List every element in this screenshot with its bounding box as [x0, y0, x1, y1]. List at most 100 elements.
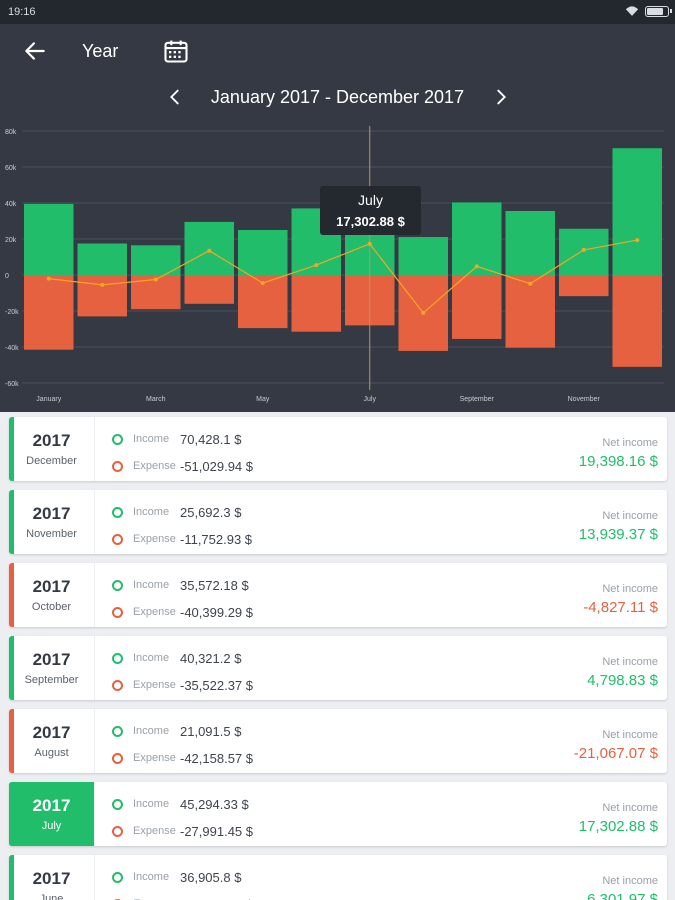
expense-label: Expense	[133, 533, 176, 545]
net-income-point	[314, 263, 319, 268]
expense-line: Expense -27,991.45 $	[112, 823, 253, 839]
row-month: November	[26, 528, 77, 540]
list-item[interactable]: 2017 August Income 21,091.5 $ Expense -42,158…	[9, 709, 667, 773]
expense-line: Expense -42,158.57 $	[112, 750, 253, 766]
expense-bar	[77, 275, 127, 317]
date-range-selector: January 2017 - December 2017	[0, 84, 675, 110]
net-income: Net income 19,398.16 $	[579, 437, 658, 470]
income-value: 21,091.5 $	[180, 723, 242, 739]
net-income-label: Net income	[602, 510, 658, 522]
expense-bar	[24, 275, 74, 350]
expense-value: -40,399.29 $	[180, 604, 254, 620]
list-item[interactable]: 2017 June Income 36,905.8 $ Expense-30,603.0…	[9, 855, 667, 900]
expense-ring-icon	[112, 679, 123, 691]
income-value: 36,905.8 $	[180, 869, 242, 885]
list-item[interactable]: 2017 December Income 70,428.1 $ Expense -51,0…	[9, 417, 667, 481]
net-income-point	[421, 310, 426, 315]
income-label: Income	[133, 798, 170, 810]
expense-line: Expense -35,522.37 $	[112, 677, 253, 693]
net-income: Net income 6,301.97 $	[587, 875, 658, 900]
expense-line: Expense -40,399.29 $	[112, 604, 253, 620]
income-bar	[505, 210, 555, 275]
date-box: 2017 August	[9, 709, 95, 773]
net-income-point	[635, 238, 640, 243]
y-tick-label: 40k	[5, 201, 17, 208]
income-value: 40,321.2 $	[180, 650, 242, 666]
list-item[interactable]: 2017 October Income 35,572.18 $ Expense -40,3…	[9, 563, 667, 627]
list-item[interactable]: 2017 September Income 40,321.2 $ Expense -35,…	[9, 636, 667, 700]
net-income-value: 13,939.37 $	[578, 526, 658, 543]
expense-line: Expense-30,603.03 $	[112, 896, 253, 900]
income-line: Income 40,321.2 $	[112, 650, 241, 666]
row-year: 2017	[32, 723, 71, 742]
expense-value: -27,991.45 $	[180, 823, 254, 839]
net-income-value: 4,798.83 $	[587, 672, 658, 689]
status-bar-indicator	[9, 490, 14, 554]
expense-bar	[291, 275, 341, 332]
chevron-right-icon[interactable]	[490, 86, 512, 108]
x-tick-label: November	[568, 396, 601, 403]
net-income-point	[207, 248, 212, 253]
expense-label: Expense	[133, 460, 176, 472]
net-income-line	[48, 239, 638, 314]
x-tick-label: July	[364, 396, 377, 403]
row-month: July	[41, 820, 62, 832]
net-income: Net income 4,798.83 $	[587, 656, 658, 689]
income-ring-icon	[112, 506, 123, 518]
row-month: September	[24, 674, 79, 686]
date-box: 2017 November	[9, 490, 95, 554]
net-income-label: Net income	[602, 583, 658, 595]
chevron-left-icon[interactable]	[164, 86, 186, 108]
net-income-label: Net income	[602, 437, 658, 449]
list-item[interactable]: 2017 November Income 25,692.3 $ Expense -11,7…	[9, 490, 667, 554]
net-income-label: Net income	[602, 802, 658, 814]
back-arrow-icon[interactable]	[22, 38, 48, 64]
income-line: Income 35,572.18 $	[112, 577, 249, 593]
y-tick-label: -60k	[5, 381, 19, 388]
income-ring-icon	[112, 725, 123, 737]
expense-value: -35,522.37 $	[180, 677, 254, 693]
income-value: 70,428.1 $	[180, 431, 242, 447]
tooltip-month: July	[358, 192, 383, 208]
expense-value: -11,752.93 $	[180, 531, 253, 547]
row-month: December	[26, 455, 77, 467]
monthly-list: 2017 December Income 70,428.1 $ Expense -51,0…	[0, 412, 675, 900]
row-year: 2017	[32, 577, 71, 596]
net-income-label: Net income	[602, 875, 658, 887]
expense-label: Expense	[133, 825, 176, 837]
income-ring-icon	[112, 798, 123, 810]
status-time: 19:16	[8, 6, 36, 18]
calendar-icon[interactable]	[162, 37, 190, 65]
income-line: Income 36,905.8 $	[112, 869, 241, 885]
status-bar-indicator	[9, 709, 14, 773]
x-tick-label: September	[460, 396, 495, 403]
income-label: Income	[133, 871, 170, 883]
income-label: Income	[133, 506, 170, 518]
expense-bar	[184, 275, 234, 304]
page-title: Year	[82, 41, 119, 61]
income-expense-chart[interactable]: 80k 60k 40k 20k 0 -20k -40k -60k January March May…	[0, 118, 675, 408]
status-bar-indicator	[9, 563, 14, 627]
y-tick-label: 80k	[5, 129, 17, 136]
net-income-point	[367, 241, 372, 246]
x-tick-label: May	[256, 396, 270, 403]
expense-ring-icon	[112, 460, 123, 472]
row-year: 2017	[32, 504, 71, 523]
list-item[interactable]: 2017 July Income 45,294.33 $ Expense -27,991.…	[9, 782, 667, 846]
income-ring-icon	[112, 433, 123, 445]
toolbar: Year	[0, 24, 675, 78]
row-month: August	[34, 747, 69, 759]
date-box: 2017 September	[9, 636, 95, 700]
expense-bar	[612, 275, 662, 367]
income-line: Income 25,692.3 $	[112, 504, 241, 520]
expense-ring-icon	[112, 752, 123, 764]
income-bar	[398, 237, 448, 275]
income-line: Income 21,091.5 $	[112, 723, 241, 739]
net-income: Net income -4,827.11 $	[583, 583, 658, 616]
income-bar	[612, 148, 662, 275]
income-label: Income	[133, 579, 170, 591]
row-month: June	[39, 893, 64, 900]
income-value: 35,572.18 $	[180, 577, 249, 593]
income-line: Income 45,294.33 $	[112, 796, 249, 812]
net-income-point	[260, 281, 265, 286]
